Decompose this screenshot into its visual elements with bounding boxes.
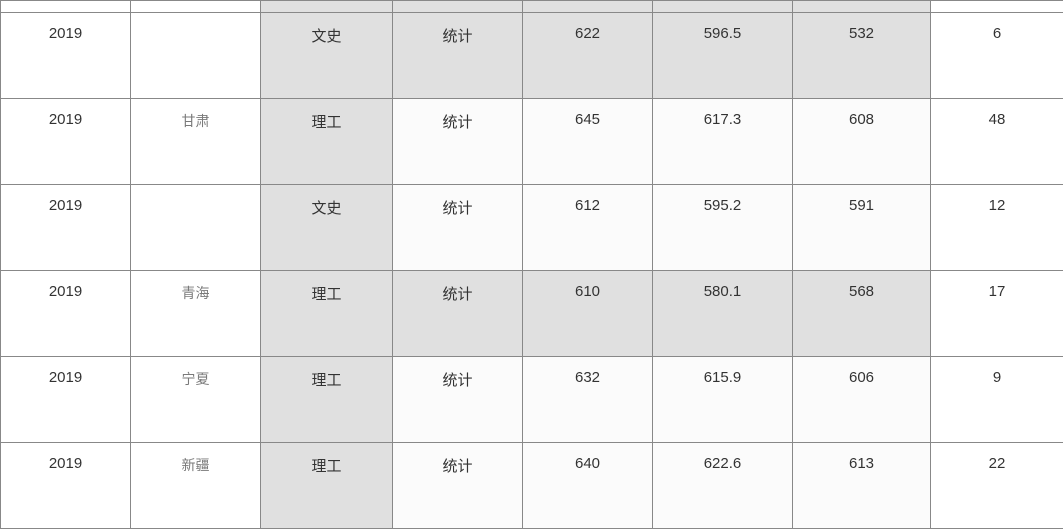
cell-max: 645: [523, 99, 653, 185]
cell-stat: 统计: [393, 99, 523, 185]
table-header-stub: [1, 1, 1063, 13]
cell-year: 2019: [1, 271, 131, 357]
header-stub-cell: [523, 1, 653, 13]
cell-avg: 596.5: [653, 13, 793, 99]
cell-year: 2019: [1, 99, 131, 185]
cell-avg: 617.3: [653, 99, 793, 185]
cell-year: 2019: [1, 13, 131, 99]
header-stub-cell: [393, 1, 523, 13]
cell-count: 48: [931, 99, 1063, 185]
cell-count: 12: [931, 185, 1063, 271]
cell-category: 理工: [261, 271, 393, 357]
admissions-table: 2019文史统计622596.553262019甘肃理工统计645617.360…: [0, 0, 1063, 529]
cell-year: 2019: [1, 185, 131, 271]
header-stub-cell: [653, 1, 793, 13]
cell-category: 理工: [261, 99, 393, 185]
cell-min: 568: [793, 271, 931, 357]
cell-avg: 580.1: [653, 271, 793, 357]
cell-stat: 统计: [393, 271, 523, 357]
cell-province: [131, 13, 261, 99]
cell-category: 理工: [261, 357, 393, 443]
cell-count: 17: [931, 271, 1063, 357]
cell-min: 606: [793, 357, 931, 443]
table-row: 2019青海理工统计610580.156817: [1, 271, 1063, 357]
cell-province: 青海: [131, 271, 261, 357]
header-stub-cell: [793, 1, 931, 13]
cell-avg: 595.2: [653, 185, 793, 271]
table-row: 2019 文史统计622596.55326: [1, 13, 1063, 99]
cell-province: 甘肃: [131, 99, 261, 185]
header-stub-cell: [931, 1, 1063, 13]
cell-category: 文史: [261, 185, 393, 271]
header-stub-cell: [1, 1, 131, 13]
cell-min: 591: [793, 185, 931, 271]
cell-province: [131, 185, 261, 271]
cell-stat: 统计: [393, 13, 523, 99]
cell-avg: 615.9: [653, 357, 793, 443]
cell-year: 2019: [1, 357, 131, 443]
header-stub-cell: [261, 1, 393, 13]
cell-stat: 统计: [393, 357, 523, 443]
header-stub-cell: [131, 1, 261, 13]
table-row: 2019甘肃理工统计645617.360848: [1, 99, 1063, 185]
cell-min: 608: [793, 99, 931, 185]
cell-max: 612: [523, 185, 653, 271]
cell-max: 622: [523, 13, 653, 99]
table-row: 2019 文史统计612595.259112: [1, 185, 1063, 271]
cell-stat: 统计: [393, 185, 523, 271]
table-row: 2019宁夏理工统计632615.96069: [1, 357, 1063, 443]
cell-max: 610: [523, 271, 653, 357]
cell-count: 6: [931, 13, 1063, 99]
cell-category: 文史: [261, 13, 393, 99]
cell-max: 632: [523, 357, 653, 443]
cell-province: 宁夏: [131, 357, 261, 443]
cell-min: 532: [793, 13, 931, 99]
admissions-table-wrap: 2019文史统计622596.553262019甘肃理工统计645617.360…: [0, 0, 1063, 529]
cell-count: 9: [931, 357, 1063, 443]
